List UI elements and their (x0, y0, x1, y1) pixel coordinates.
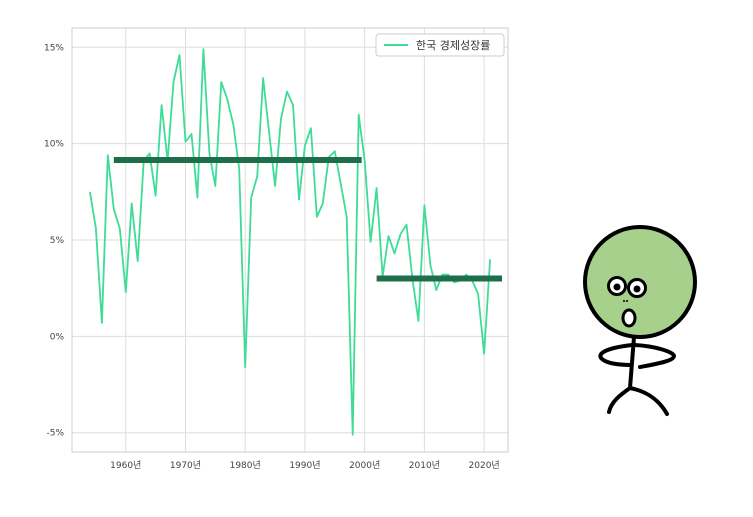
y-tick-label: 0% (50, 332, 65, 342)
x-tick-label: 1990년 (289, 460, 320, 471)
series-layer (89, 48, 491, 436)
character-mouth (621, 308, 637, 328)
character-left-arm (598, 343, 635, 367)
y-tick-label: 10% (44, 140, 64, 150)
plot-frame (71, 27, 509, 453)
character-left-leg (607, 386, 632, 414)
character-nose-dot (623, 300, 625, 302)
surprised-stick-figure-icon (583, 225, 697, 416)
y-tick-label: -5% (46, 429, 64, 439)
legend-label: 한국 경제성장률 (416, 39, 490, 52)
y-tick-label: 15% (44, 43, 64, 53)
average-lines (113, 157, 503, 282)
grid (72, 28, 508, 452)
character-left-pupil (613, 283, 621, 291)
character-right-arm (632, 343, 676, 369)
character-nose-dot (626, 300, 628, 302)
y-tick-label: 5% (50, 236, 65, 246)
legend: 한국 경제성장률 (375, 33, 505, 57)
x-axis-tick-labels: 1960년 1970년 1980년 1990년 2000년 2010년 2020년 (110, 460, 500, 471)
character-right-pupil (633, 285, 641, 293)
x-tick-label: 2010년 (409, 460, 440, 471)
x-tick-label: 2020년 (469, 460, 500, 471)
series-line (89, 48, 491, 436)
x-tick-label: 1960년 (110, 460, 141, 471)
x-tick-label: 1970년 (170, 460, 201, 471)
y-axis-tick-labels: -5% 0% 5% 10% 15% (44, 43, 64, 438)
x-tick-label: 1980년 (230, 460, 261, 471)
x-tick-label: 2000년 (349, 460, 380, 471)
character-right-leg (628, 386, 669, 416)
legend-box (375, 33, 505, 57)
